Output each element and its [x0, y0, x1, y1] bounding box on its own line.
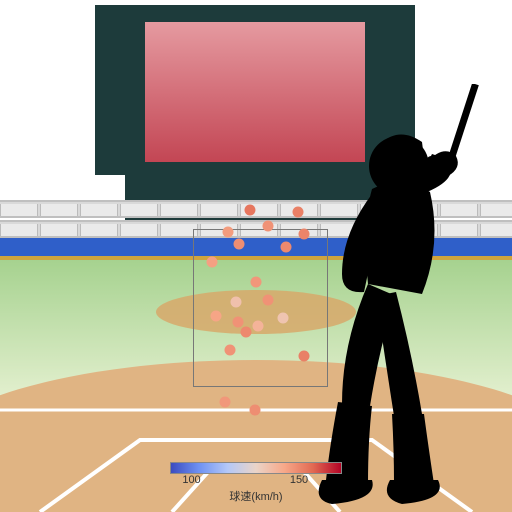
pitch-marker	[234, 239, 245, 250]
pitch-marker	[231, 297, 242, 308]
pitch-marker	[253, 321, 264, 332]
pitch-marker	[241, 327, 252, 338]
pitch-marker	[207, 257, 218, 268]
colorbar: 100150 球速(km/h)	[170, 462, 342, 504]
pitch-marker	[223, 227, 234, 238]
colorbar-gradient	[170, 462, 342, 474]
pitch-marker	[251, 277, 262, 288]
pitch-marker	[245, 205, 256, 216]
colorbar-label: 球速(km/h)	[170, 488, 342, 504]
colorbar-ticks: 100150	[170, 474, 342, 488]
pitch-marker	[220, 397, 231, 408]
pitch-marker	[233, 317, 244, 328]
pitch-marker	[211, 311, 222, 322]
batter-silhouette	[272, 84, 512, 512]
pitch-marker	[250, 405, 261, 416]
pitch-marker	[225, 345, 236, 356]
pitch-location-chart: 100150 球速(km/h)	[0, 0, 512, 512]
